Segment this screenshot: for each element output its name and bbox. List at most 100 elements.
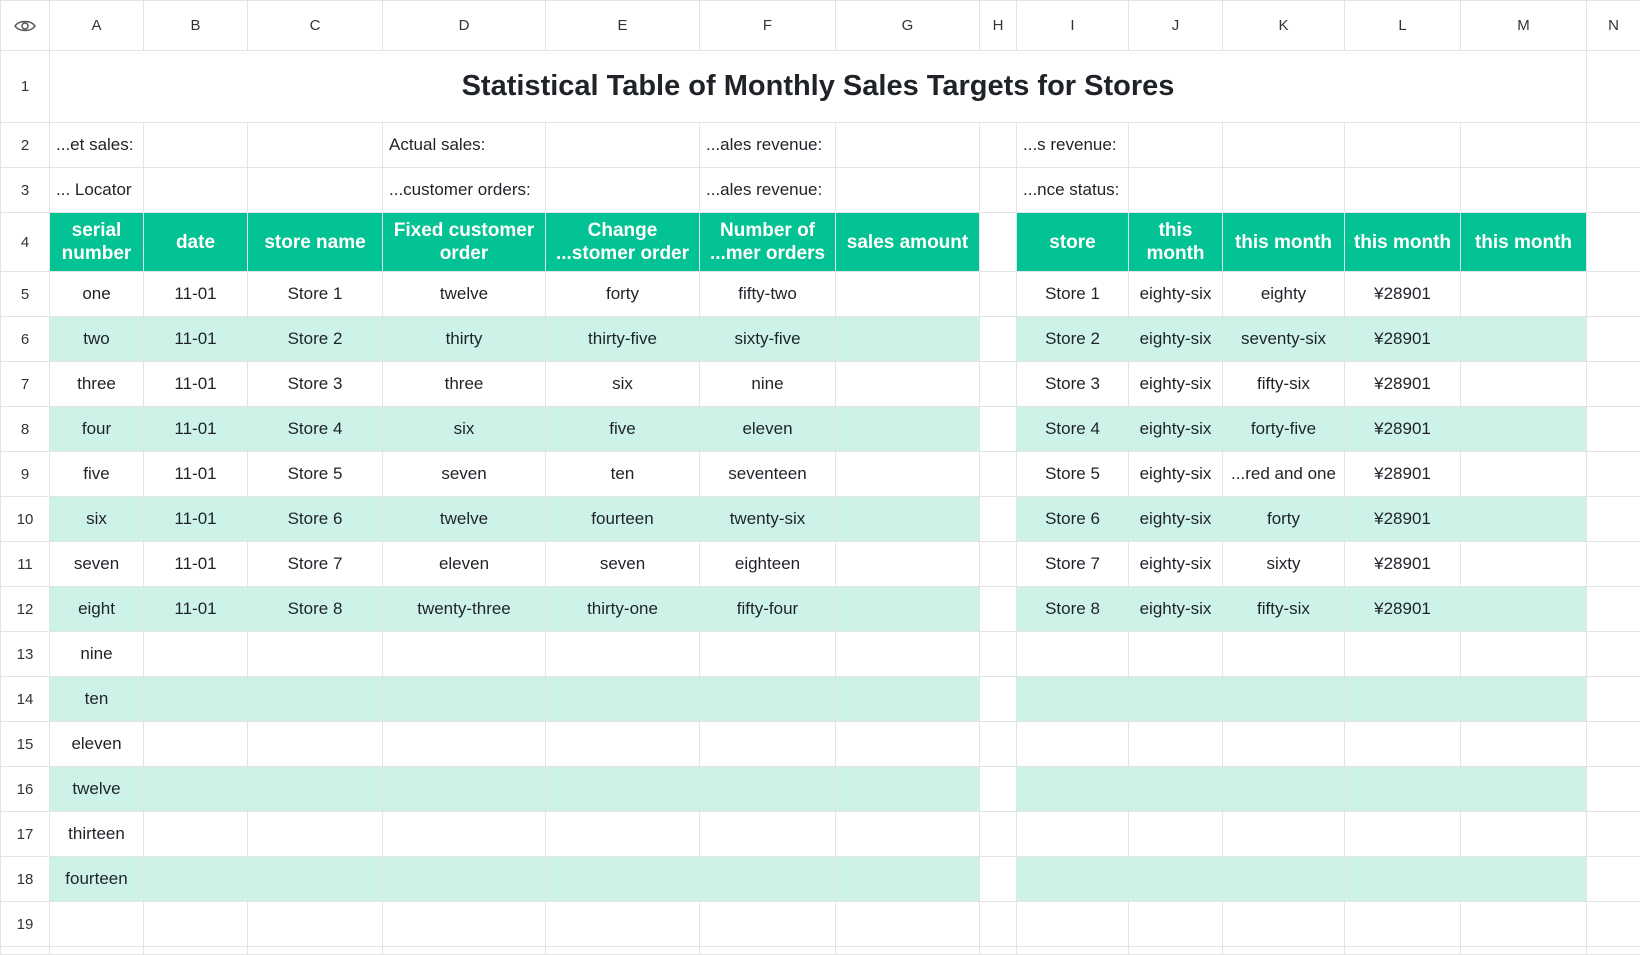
cell-number[interactable]: eleven	[700, 407, 836, 452]
row-header[interactable]: 15	[1, 722, 50, 767]
cell-r-l[interactable]	[1345, 677, 1461, 722]
cell-r-j[interactable]: eighty-six	[1129, 497, 1223, 542]
cell-sales[interactable]	[836, 272, 980, 317]
cell[interactable]	[1345, 902, 1461, 947]
cell-store[interactable]	[248, 857, 383, 902]
cell[interactable]	[1587, 812, 1640, 857]
cell-r-j[interactable]	[1129, 767, 1223, 812]
cell[interactable]	[383, 947, 546, 955]
cell-sales[interactable]	[836, 407, 980, 452]
column-header-f[interactable]: F	[700, 1, 836, 51]
cell[interactable]	[1587, 51, 1640, 123]
cell[interactable]	[700, 947, 836, 955]
cell[interactable]	[980, 947, 1017, 955]
cell-store[interactable]: Store 5	[248, 452, 383, 497]
cell-r-m[interactable]	[1461, 407, 1587, 452]
cell-r-store[interactable]: Store 6	[1017, 497, 1129, 542]
cell-r-store[interactable]: Store 1	[1017, 272, 1129, 317]
column-header-g[interactable]: G	[836, 1, 980, 51]
header-sales-amount[interactable]: sales amount	[836, 213, 980, 272]
cell-serial[interactable]: fourteen	[50, 857, 144, 902]
cell-r-store[interactable]: Store 3	[1017, 362, 1129, 407]
cell-change[interactable]	[546, 677, 700, 722]
cell[interactable]	[1223, 902, 1345, 947]
cell-date[interactable]	[144, 767, 248, 812]
cell[interactable]	[1587, 632, 1640, 677]
corner-cell[interactable]	[1, 1, 50, 51]
info-label-cell[interactable]: ...et sales:	[50, 123, 144, 168]
cell-r-l[interactable]: ¥28901	[1345, 407, 1461, 452]
header-this-month-l[interactable]: this month	[1345, 213, 1461, 272]
cell[interactable]	[248, 947, 383, 955]
info-label-cell[interactable]: Actual sales:	[383, 123, 546, 168]
cell-r-j[interactable]: eighty-six	[1129, 587, 1223, 632]
cell-store[interactable]	[248, 632, 383, 677]
cell-r-j[interactable]	[1129, 722, 1223, 767]
cell-r-k[interactable]: forty	[1223, 497, 1345, 542]
cell-sales[interactable]	[836, 317, 980, 362]
cell-serial[interactable]: four	[50, 407, 144, 452]
cell[interactable]	[1129, 123, 1223, 168]
column-header-h[interactable]: H	[980, 1, 1017, 51]
cell-r-k[interactable]: seventy-six	[1223, 317, 1345, 362]
cell[interactable]	[980, 542, 1017, 587]
header-change-customer-order[interactable]: Change...stomer order	[546, 213, 700, 272]
cell-number[interactable]	[700, 722, 836, 767]
cell-change[interactable]	[546, 632, 700, 677]
cell-r-j[interactable]	[1129, 812, 1223, 857]
cell[interactable]	[1129, 168, 1223, 213]
cell[interactable]	[144, 947, 248, 955]
info-label-cell[interactable]: ...customer orders:	[383, 168, 546, 213]
cell[interactable]	[1587, 123, 1640, 168]
info-label-cell[interactable]: ...ales revenue:	[700, 168, 836, 213]
cell-date[interactable]: 11-01	[144, 272, 248, 317]
cell-date[interactable]	[144, 632, 248, 677]
cell[interactable]	[248, 123, 383, 168]
eye-icon[interactable]	[14, 19, 36, 33]
cell-fixed[interactable]	[383, 812, 546, 857]
cell-sales[interactable]	[836, 362, 980, 407]
cell[interactable]	[1587, 857, 1640, 902]
cell[interactable]	[1587, 947, 1640, 955]
cell-r-store[interactable]	[1017, 677, 1129, 722]
row-header[interactable]: 12	[1, 587, 50, 632]
cell[interactable]	[1587, 722, 1640, 767]
cell-r-j[interactable]	[1129, 632, 1223, 677]
row-header[interactable]: 1	[1, 51, 50, 123]
cell-fixed[interactable]: three	[383, 362, 546, 407]
cell-change[interactable]: five	[546, 407, 700, 452]
cell-r-store[interactable]: Store 2	[1017, 317, 1129, 362]
cell[interactable]	[980, 857, 1017, 902]
cell-r-m[interactable]	[1461, 812, 1587, 857]
cell-r-l[interactable]	[1345, 767, 1461, 812]
column-header-m[interactable]: M	[1461, 1, 1587, 51]
cell[interactable]	[1587, 168, 1640, 213]
cell-r-k[interactable]: fifty-six	[1223, 587, 1345, 632]
cell[interactable]	[50, 902, 144, 947]
info-label-cell[interactable]: ... Locator	[50, 168, 144, 213]
row-header[interactable]: 10	[1, 497, 50, 542]
cell[interactable]	[1587, 497, 1640, 542]
column-header-k[interactable]: K	[1223, 1, 1345, 51]
row-header[interactable]: 6	[1, 317, 50, 362]
cell-r-k[interactable]: fifty-six	[1223, 362, 1345, 407]
cell[interactable]	[1223, 947, 1345, 955]
cell[interactable]	[1461, 902, 1587, 947]
cell-sales[interactable]	[836, 857, 980, 902]
cell-r-k[interactable]	[1223, 812, 1345, 857]
cell-number[interactable]	[700, 632, 836, 677]
cell-change[interactable]	[546, 812, 700, 857]
cell-fixed[interactable]: twenty-three	[383, 587, 546, 632]
cell-fixed[interactable]	[383, 857, 546, 902]
cell-store[interactable]: Store 8	[248, 587, 383, 632]
cell-r-j[interactable]: eighty-six	[1129, 452, 1223, 497]
cell-r-j[interactable]: eighty-six	[1129, 272, 1223, 317]
cell[interactable]	[980, 497, 1017, 542]
cell-change[interactable]: ten	[546, 452, 700, 497]
cell-r-store[interactable]	[1017, 812, 1129, 857]
cell[interactable]	[1461, 168, 1587, 213]
cell[interactable]	[144, 123, 248, 168]
cell-serial[interactable]: thirteen	[50, 812, 144, 857]
